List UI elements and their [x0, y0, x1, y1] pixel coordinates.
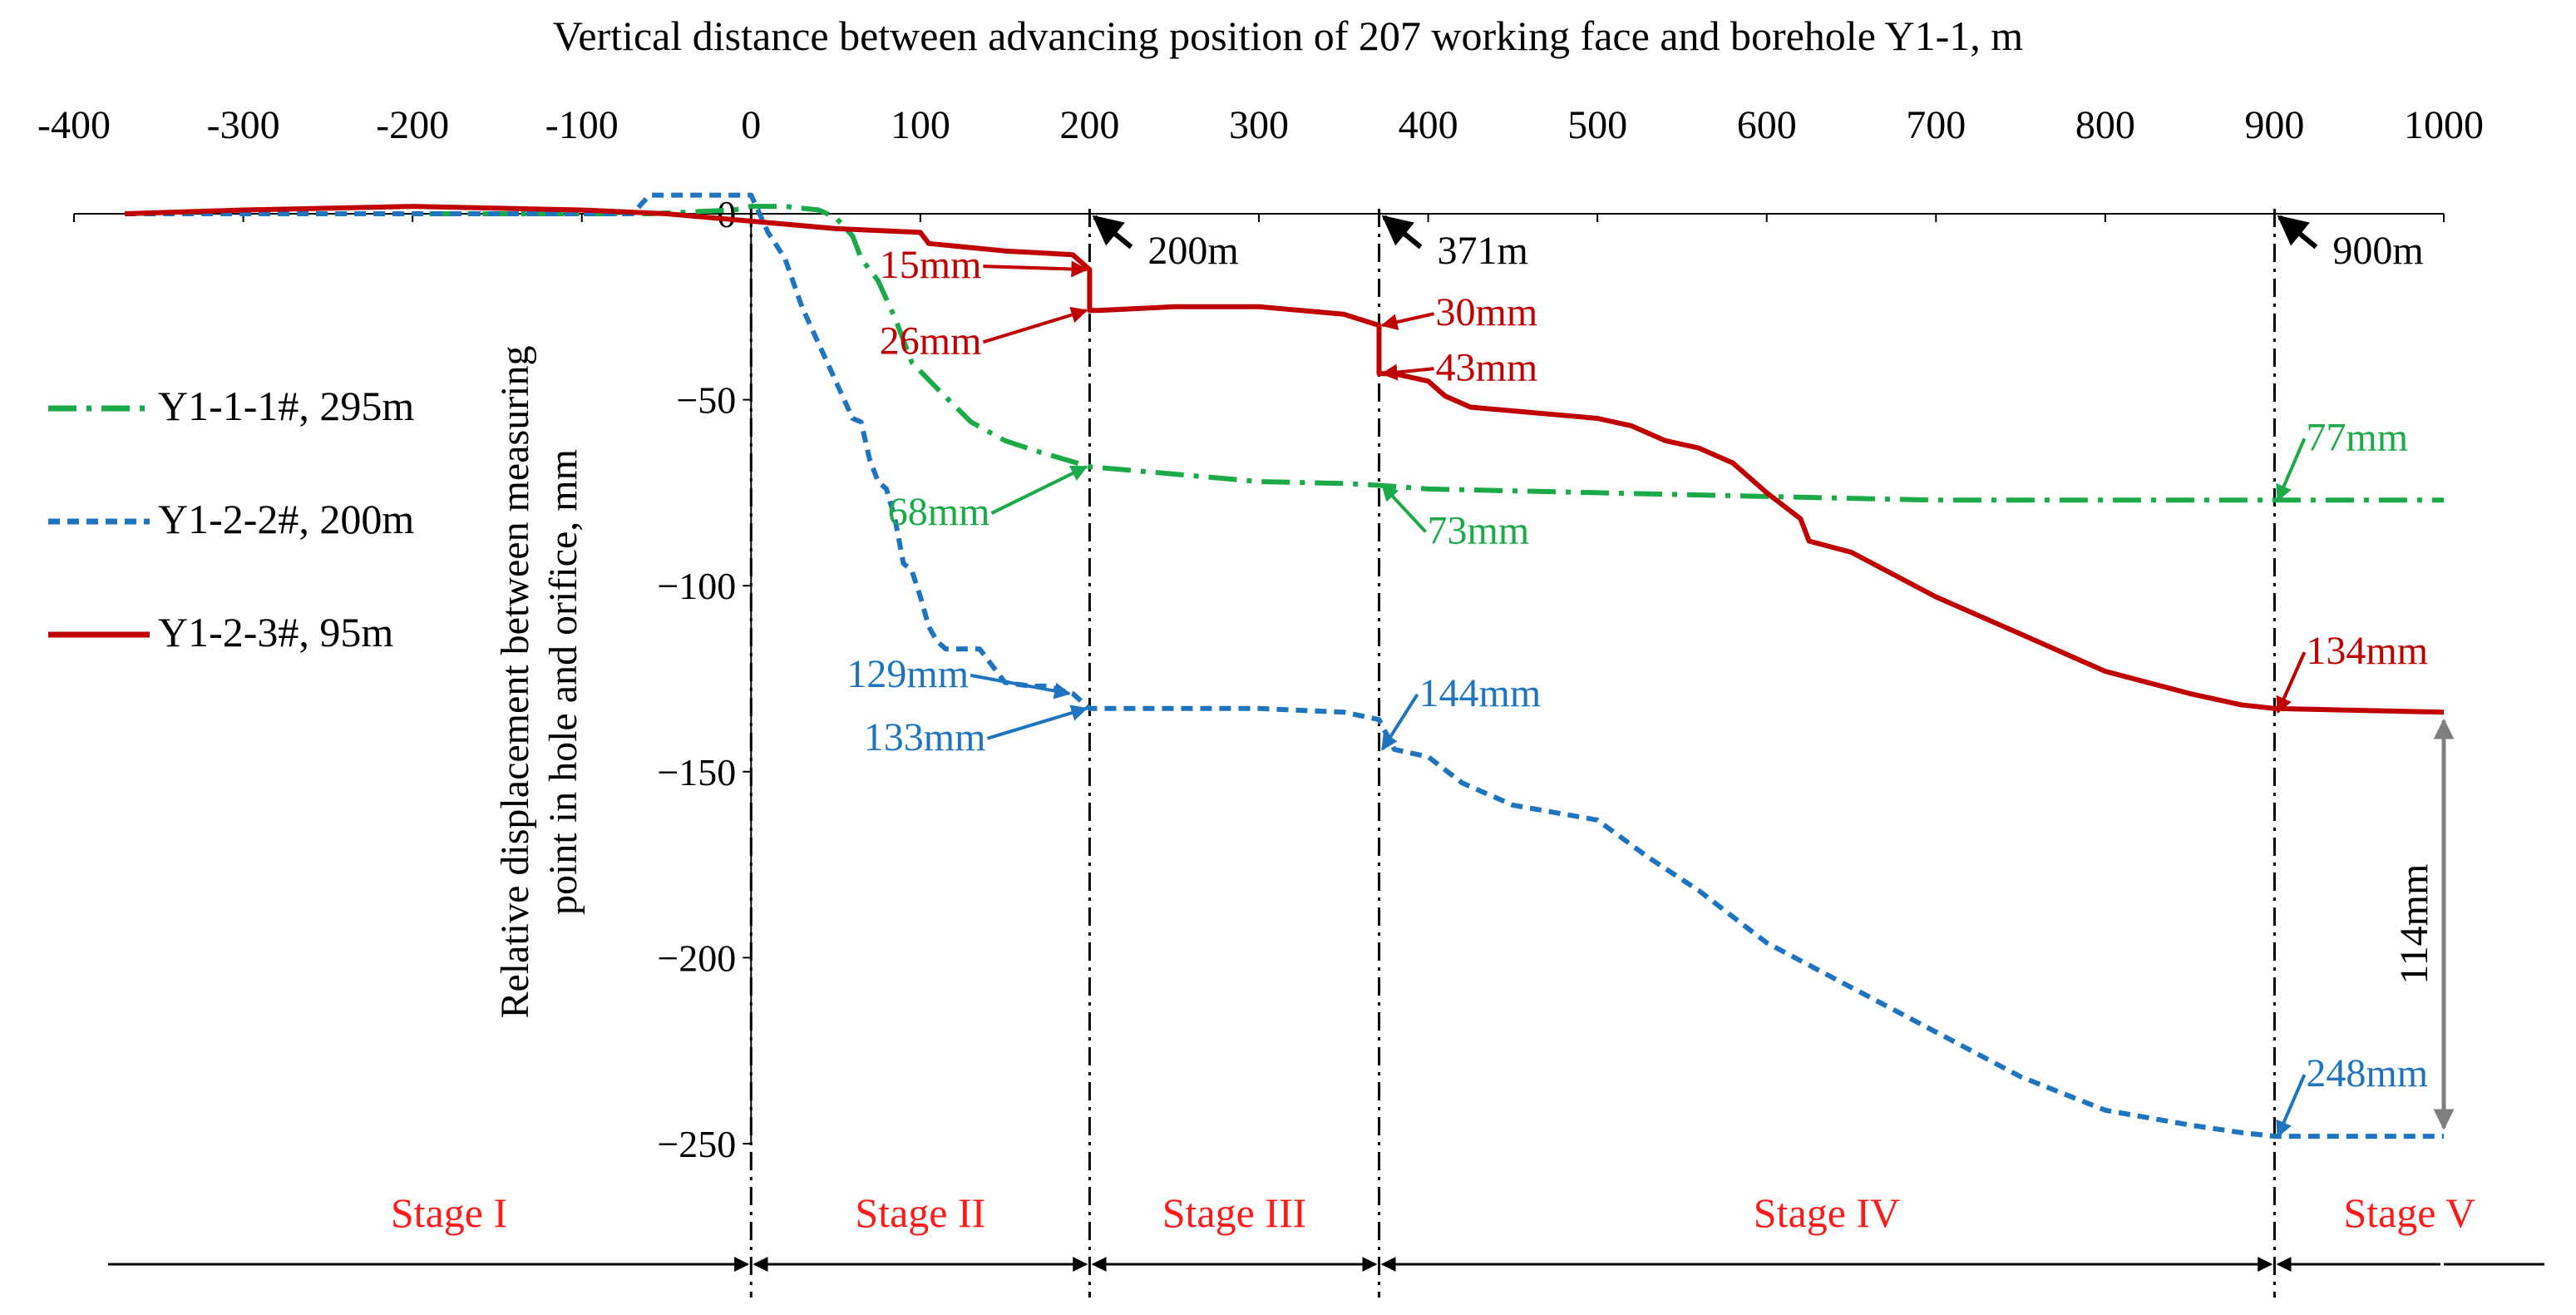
- x-tick-label: 600: [1737, 103, 1797, 147]
- stage-label: Stage V: [2343, 1189, 2475, 1236]
- data-series: [125, 192, 2445, 1140]
- legend: Y1-1-1#, 295m Y1-2-2#, 200m Y1-2-3#, 95m: [48, 383, 414, 655]
- annotation-label: 73mm: [1428, 508, 1530, 552]
- annotation-label: 26mm: [880, 319, 982, 363]
- distance-marker-arrow: [2277, 215, 2318, 250]
- annotation-label: 68mm: [888, 490, 990, 534]
- y-axis-title-text: Relative displacement between measuring p…: [493, 345, 585, 1018]
- annotation-arrow: [1381, 483, 1428, 533]
- annotation-arrow: [982, 306, 1088, 344]
- chart-title: Vertical distance between advancing posi…: [553, 12, 2024, 59]
- annotation-label: 144mm: [1419, 671, 1542, 715]
- y-tick-label: −100: [657, 565, 736, 607]
- annotation-label: 134mm: [2306, 629, 2428, 673]
- series-line: [125, 204, 2445, 715]
- distance-marker-label: 200m: [1147, 229, 1238, 273]
- annotation-arrow: [1380, 363, 1434, 381]
- stage-label: Stage II: [855, 1189, 985, 1236]
- gap-label: 114mm: [2392, 864, 2436, 985]
- annotation-arrow: [970, 673, 1072, 700]
- x-tick-label: 500: [1567, 103, 1627, 147]
- annotation-label: 15mm: [880, 243, 982, 287]
- annotation-arrow: [986, 704, 1088, 740]
- y-tick-label: −150: [657, 751, 736, 793]
- annotation-arrow: [2276, 1074, 2307, 1138]
- x-tick-label: -400: [37, 103, 111, 147]
- y-axis-title-line: Relative displacement between measuring: [493, 345, 537, 1018]
- distance-marker-arrow: [1092, 215, 1133, 250]
- stage-bar: Stage I Stage II Stage III Stage IV Stage V: [108, 1189, 2544, 1272]
- legend-label: Y1-1-1#, 295m: [158, 383, 414, 429]
- x-tick-label: 0: [741, 103, 761, 147]
- y-tick-label: 0: [717, 193, 736, 235]
- annotation-label: 129mm: [846, 652, 969, 696]
- annotation-arrow: [983, 260, 1088, 278]
- annotation-label: 133mm: [864, 715, 986, 759]
- x-tick-label: 400: [1399, 103, 1458, 147]
- x-axis-tick-labels: -400 -300 -200 -100 0 100 200 300 400 500 600 700 80…: [37, 103, 2484, 147]
- annotation-arrow: [1380, 312, 1434, 330]
- x-tick-label: 900: [2244, 103, 2304, 147]
- annotation-label: 248mm: [2306, 1051, 2428, 1095]
- distance-marker-arrow: [1381, 215, 1423, 250]
- y-tick-label: −50: [676, 379, 736, 422]
- y-axis-title-line: point in hole and orifice, mm: [541, 449, 585, 915]
- x-tick-label: 200: [1059, 103, 1119, 147]
- axes: 0 −50 −100 −150 −200 −250: [73, 193, 2445, 1165]
- x-tick-label: -200: [376, 103, 449, 147]
- stage-label: Stage I: [391, 1189, 507, 1236]
- x-tick-label: 700: [1906, 103, 1966, 147]
- y-axis-title: Relative displacement between measuring p…: [493, 345, 585, 1018]
- stage-label: Stage IV: [1754, 1189, 1900, 1236]
- distance-marker-label: 371m: [1438, 229, 1528, 273]
- x-tick-label: 1000: [2404, 103, 2484, 147]
- annotation-arrow: [1380, 693, 1419, 751]
- x-tick-label: 300: [1229, 103, 1289, 147]
- distance-marker-label: 900m: [2332, 229, 2423, 273]
- x-tick-label: -300: [207, 103, 280, 147]
- value-annotations: 15mm 26mm 30mm 43mm 68mm 73mm 77mm 129mm 133mm 14…: [846, 243, 2428, 1138]
- x-tick-label: 800: [2075, 103, 2135, 147]
- y-tick-label: −250: [657, 1123, 736, 1165]
- series-line: [429, 204, 2444, 503]
- stage-boundaries: [749, 209, 2276, 1298]
- x-tick-label: 100: [891, 103, 950, 147]
- annotation-label: 77mm: [2306, 415, 2408, 459]
- y-tick-label: −200: [657, 937, 736, 979]
- annotation-label: 43mm: [1436, 345, 1538, 389]
- stage-label: Stage III: [1162, 1189, 1307, 1236]
- annotation-label: 30mm: [1436, 290, 1538, 334]
- legend-label: Y1-2-3#, 95m: [158, 609, 393, 655]
- annotation-arrow: [2276, 438, 2307, 502]
- legend-label: Y1-2-2#, 200m: [158, 496, 414, 542]
- annotation-arrow: [2276, 651, 2307, 714]
- distance-markers: 200m 371m 900m: [1092, 215, 2424, 273]
- x-tick-label: -100: [545, 103, 619, 147]
- annotation-arrow: [990, 465, 1088, 515]
- gap-indicator: 114mm: [2392, 718, 2455, 1130]
